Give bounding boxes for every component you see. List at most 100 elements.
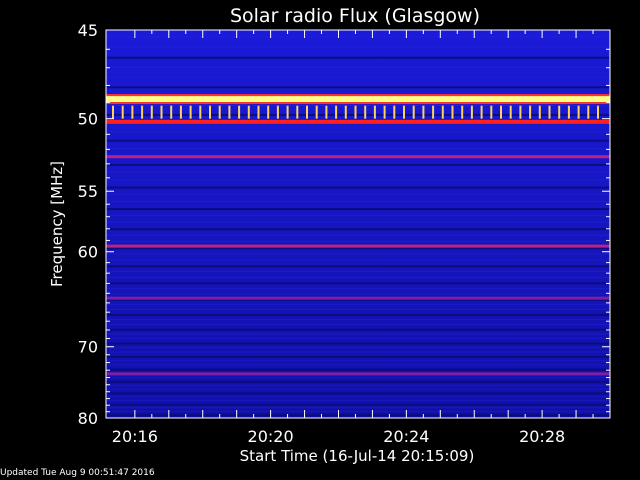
background-stripe [106,308,610,310]
x-axis-label: Start Time (16-Jul-14 20:15:09) [240,447,475,465]
intensity-band-edge [106,102,610,105]
background-stripe [106,368,610,371]
background-stripe [106,328,610,331]
burst-spike [209,105,211,119]
background-stripe [106,282,610,285]
updated-timestamp: Updated Tue Aug 9 00:51:47 2016 [0,468,155,478]
chart-title: Solar radio Flux (Glasgow) [230,5,480,27]
background-stripe [106,338,610,340]
background-stripe [106,179,610,181]
burst-spike [189,105,192,119]
x-tick-label: 20:24 [383,427,429,446]
x-tick-label: 20:20 [248,427,294,446]
burst-spike [519,105,522,119]
burst-spike [500,105,502,119]
burst-spike [199,105,202,119]
burst-spike [364,105,367,119]
background-stripe [106,276,610,278]
burst-spike [218,105,221,119]
plot-frame [105,29,611,419]
background-stripe [106,214,610,216]
burst-spike [150,105,153,119]
background-stripe [106,399,610,401]
burst-spike [112,105,114,119]
background-stripe [106,147,610,149]
burst-spike [306,105,308,119]
background-stripe [106,388,610,390]
y-tick-label: 45 [78,21,98,40]
burst-spike [238,105,241,119]
background-stripe [106,259,610,261]
background-stripe [106,407,610,409]
burst-spike [131,105,134,119]
background-stripe [106,293,610,295]
burst-spike [432,105,435,119]
background-stripe [106,364,610,366]
intensity-band [106,119,610,124]
burst-spike [179,105,182,119]
intensity-band [106,244,610,248]
burst-spike [422,105,425,119]
background-stripe [106,86,610,89]
burst-spike [548,105,551,119]
background-stripe [106,228,610,231]
burst-spike [141,105,144,119]
background-stripe [106,241,610,243]
background-stripe [106,396,610,398]
burst-spike [412,105,415,119]
burst-spike [335,105,338,119]
intensity-band [106,296,610,300]
background-stripe [106,247,610,250]
background-stripe [106,46,610,48]
burst-spike [461,105,464,119]
spectrogram-plot-area [106,30,610,419]
background-stripe [106,253,610,255]
background-stripe [106,314,610,317]
burst-spike [509,105,512,119]
background-stripe [106,287,610,289]
burst-spike [267,105,270,119]
background-stripe [106,410,610,412]
burst-spike [597,105,599,119]
background-stripe [106,323,610,325]
background-stripe [106,271,610,273]
burst-spike [480,105,483,119]
background-stripe [106,414,610,417]
background-stripe [106,208,610,211]
burst-spike [170,105,173,119]
burst-spike [354,105,357,119]
background-stripe [106,131,610,133]
y-tick-label: 70 [78,338,98,357]
background-stripe [106,347,610,349]
background-stripe [106,265,610,268]
background-stripe [106,66,610,68]
x-tick-label: 20:16 [112,427,158,446]
burst-spike [325,105,328,119]
burst-spike [296,105,299,119]
background-stripe [106,392,610,395]
burst-spike [490,105,493,119]
burst-spike [393,105,396,119]
burst-spike [529,105,532,119]
background-stripe [106,221,610,223]
background-stripe [106,163,610,166]
burst-spike [383,105,386,119]
burst-spike [315,105,318,119]
burst-spike [286,105,289,119]
background-stripe [106,171,610,173]
background-stripe [106,303,610,305]
background-stripe [106,380,610,383]
background-stripe [106,201,610,203]
burst-spike [558,105,561,119]
background-stripe [106,351,610,353]
x-tick-label: 20:28 [519,427,565,446]
background-stripe [106,342,610,345]
burst-spike [538,105,541,119]
background-stripe [106,35,610,37]
burst-spike [257,105,260,119]
y-tick-label: 80 [78,409,98,428]
burst-spike [470,105,473,119]
burst-spike [160,105,163,119]
burst-spike [344,105,347,119]
